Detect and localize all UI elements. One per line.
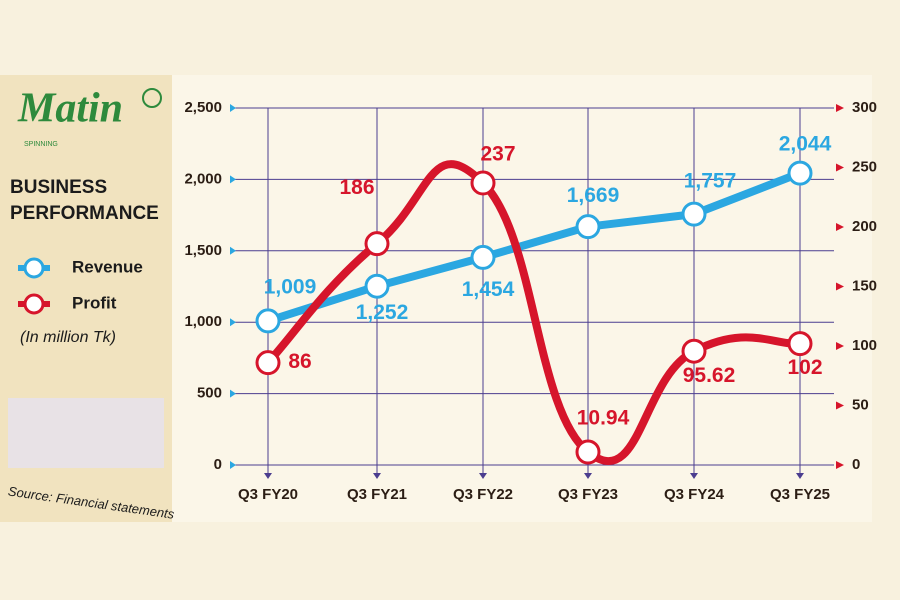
legend-marker (23, 257, 45, 279)
x-tick-label: Q3 FY20 (238, 486, 298, 503)
value-label: 1,669 (567, 184, 620, 207)
value-label: 2,044 (779, 133, 832, 156)
y2-tick-label: 100 (852, 337, 877, 354)
point (787, 331, 813, 357)
value-label: 95.62 (683, 364, 736, 387)
point (255, 308, 281, 334)
point (681, 201, 707, 227)
y2-tick-arrow (836, 461, 844, 469)
point (470, 244, 496, 270)
value-label: 1,009 (264, 275, 317, 298)
series-line (266, 169, 802, 325)
y2-tick-label: 0 (852, 456, 860, 473)
x-tick-arrow (479, 473, 487, 479)
y2-tick-label: 250 (852, 158, 877, 175)
y-tick-arrow (230, 104, 236, 112)
y-tick-label: 500 (197, 385, 222, 402)
x-tick-arrow (796, 473, 804, 479)
logo-icon (142, 88, 162, 108)
point (681, 338, 707, 364)
x-tick-label: Q3 FY25 (770, 486, 830, 503)
point (364, 273, 390, 299)
y-tick-label: 1,500 (184, 242, 222, 259)
point (575, 439, 601, 465)
y2-tick-arrow (836, 401, 844, 410)
x-tick-arrow (264, 473, 272, 479)
value-label: 102 (787, 356, 822, 379)
x-tick-arrow (373, 473, 381, 479)
logo-tagline: SPINNING (24, 141, 58, 148)
point (255, 350, 281, 376)
y-tick-label: 2,000 (184, 170, 222, 187)
y-tick-label: 1,000 (184, 313, 222, 330)
value-label: 10.94 (577, 407, 630, 430)
y2-tick-arrow (836, 342, 844, 350)
x-tick-label: Q3 FY24 (664, 486, 725, 503)
x-tick-label: Q3 FY22 (453, 486, 513, 503)
photo (8, 398, 164, 468)
point (470, 170, 496, 196)
logo-name: Matin (17, 86, 123, 132)
legend-label: Revenue (72, 257, 143, 276)
value-label: 1,757 (684, 170, 737, 193)
y2-tick-label: 200 (852, 218, 877, 235)
point (364, 231, 390, 257)
y-tick-label: 0 (214, 456, 222, 473)
y2-tick-arrow (836, 223, 844, 231)
value-label: 237 (480, 143, 515, 166)
x-tick-label: Q3 FY21 (347, 486, 407, 503)
y2-tick-arrow (836, 163, 844, 172)
value-label: 1,454 (462, 278, 515, 301)
x-tick-arrow (690, 473, 698, 479)
y2-tick-label: 300 (852, 99, 877, 116)
y-tick-arrow (230, 175, 236, 184)
y-tick-label: 2,500 (184, 99, 222, 116)
point (787, 160, 813, 186)
chart-title: BUSINESS (10, 177, 107, 198)
point (575, 214, 601, 240)
y-tick-arrow (230, 389, 236, 398)
y-tick-arrow (230, 461, 236, 469)
y2-tick-arrow (836, 282, 844, 291)
plot-panel (172, 75, 872, 522)
value-label: 1,252 (356, 301, 409, 324)
subtitle: (In million Tk) (20, 329, 116, 346)
value-label: 86 (288, 350, 311, 373)
y-tick-arrow (230, 318, 236, 327)
x-tick-label: Q3 FY23 (558, 486, 618, 503)
chart-title: PERFORMANCE (10, 203, 159, 224)
y2-tick-label: 50 (852, 396, 869, 413)
x-tick-arrow (584, 473, 592, 479)
y2-tick-label: 150 (852, 277, 877, 294)
y2-tick-arrow (836, 104, 844, 112)
legend-marker (23, 293, 45, 315)
y-tick-arrow (230, 246, 236, 255)
legend-label: Profit (72, 293, 117, 312)
value-label: 186 (339, 176, 374, 199)
